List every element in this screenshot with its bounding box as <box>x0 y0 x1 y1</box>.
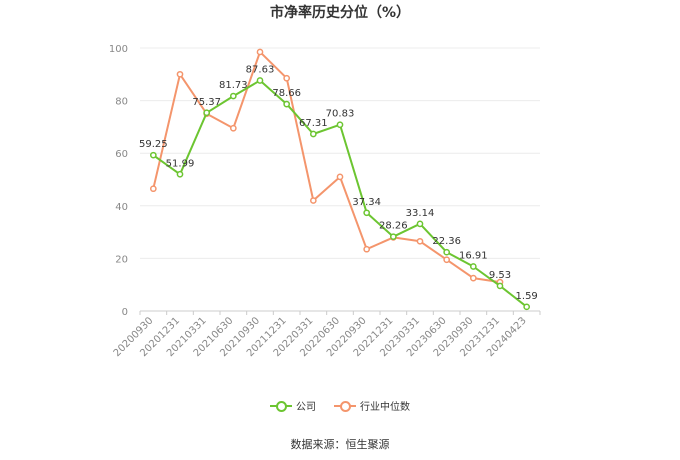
chart-legend: 公司 行业中位数 <box>0 398 680 413</box>
industry-median-data-point <box>416 237 424 245</box>
company-data-point <box>523 303 531 311</box>
company-data-point <box>283 100 291 108</box>
company-data-point <box>389 233 397 241</box>
company-data-point <box>149 151 157 159</box>
company-data-label: 9.53 <box>489 270 511 281</box>
company-data-label: 81.73 <box>219 80 248 91</box>
company-data-label: 28.26 <box>379 221 408 232</box>
company-data-point <box>256 77 264 84</box>
company-data-point <box>496 282 504 290</box>
company-data-label: 67.31 <box>299 118 328 129</box>
data-source-note: 数据来源：恒生聚源 <box>290 438 390 451</box>
legend-company-marker-icon <box>270 400 292 412</box>
industry-median-data-point <box>443 256 451 264</box>
legend-item-company[interactable]: 公司 <box>270 398 316 413</box>
company-data-label: 33.14 <box>406 208 435 219</box>
company-data-point <box>203 109 211 117</box>
industry-median-data-point <box>283 74 291 82</box>
company-data-label: 59.25 <box>139 139 168 150</box>
industry-median-data-point <box>149 185 157 193</box>
company-data-point <box>229 92 237 100</box>
industry-median-series-line <box>152 50 501 284</box>
industry-median-data-point <box>229 124 237 132</box>
company-data-label: 22.36 <box>432 236 461 247</box>
company-data-point <box>443 248 451 256</box>
company-data-label: 78.66 <box>272 88 301 99</box>
chart-title: 市净率历史分位（%） <box>269 5 411 21</box>
industry-median-data-point <box>363 245 371 253</box>
company-data-point <box>416 220 424 228</box>
company-data-label: 51.99 <box>166 158 195 169</box>
legend-item-industry-median[interactable]: 行业中位数 <box>334 398 410 413</box>
industry-median-data-point <box>176 70 184 78</box>
company-data-label: 1.59 <box>516 291 538 302</box>
y-tick-label: 80 <box>115 97 128 108</box>
legend-company-label: 公司 <box>296 402 316 413</box>
company-data-label: 87.63 <box>246 65 275 76</box>
y-tick-label: 20 <box>115 254 128 265</box>
company-data-point <box>469 263 477 270</box>
company-data-point <box>309 130 317 138</box>
company-data-point <box>363 209 371 217</box>
industry-median-data-point <box>309 197 317 204</box>
y-tick-label: 0 <box>122 307 128 318</box>
company-data-label: 75.37 <box>192 97 221 108</box>
y-tick-label: 100 <box>109 44 128 55</box>
company-data-label: 37.34 <box>352 197 381 208</box>
legend-industry-marker-icon <box>334 400 356 412</box>
company-data-point <box>176 170 184 178</box>
company-data-label: 70.83 <box>326 109 355 120</box>
industry-median-data-point <box>469 274 477 282</box>
legend-industry-label: 行业中位数 <box>360 402 410 413</box>
company-data-label: 16.91 <box>459 251 488 262</box>
y-tick-label: 40 <box>115 202 128 213</box>
company-data-point <box>336 121 344 129</box>
industry-median-data-point <box>256 48 264 56</box>
y-tick-label: 60 <box>115 149 128 160</box>
industry-median-data-point <box>336 173 344 181</box>
